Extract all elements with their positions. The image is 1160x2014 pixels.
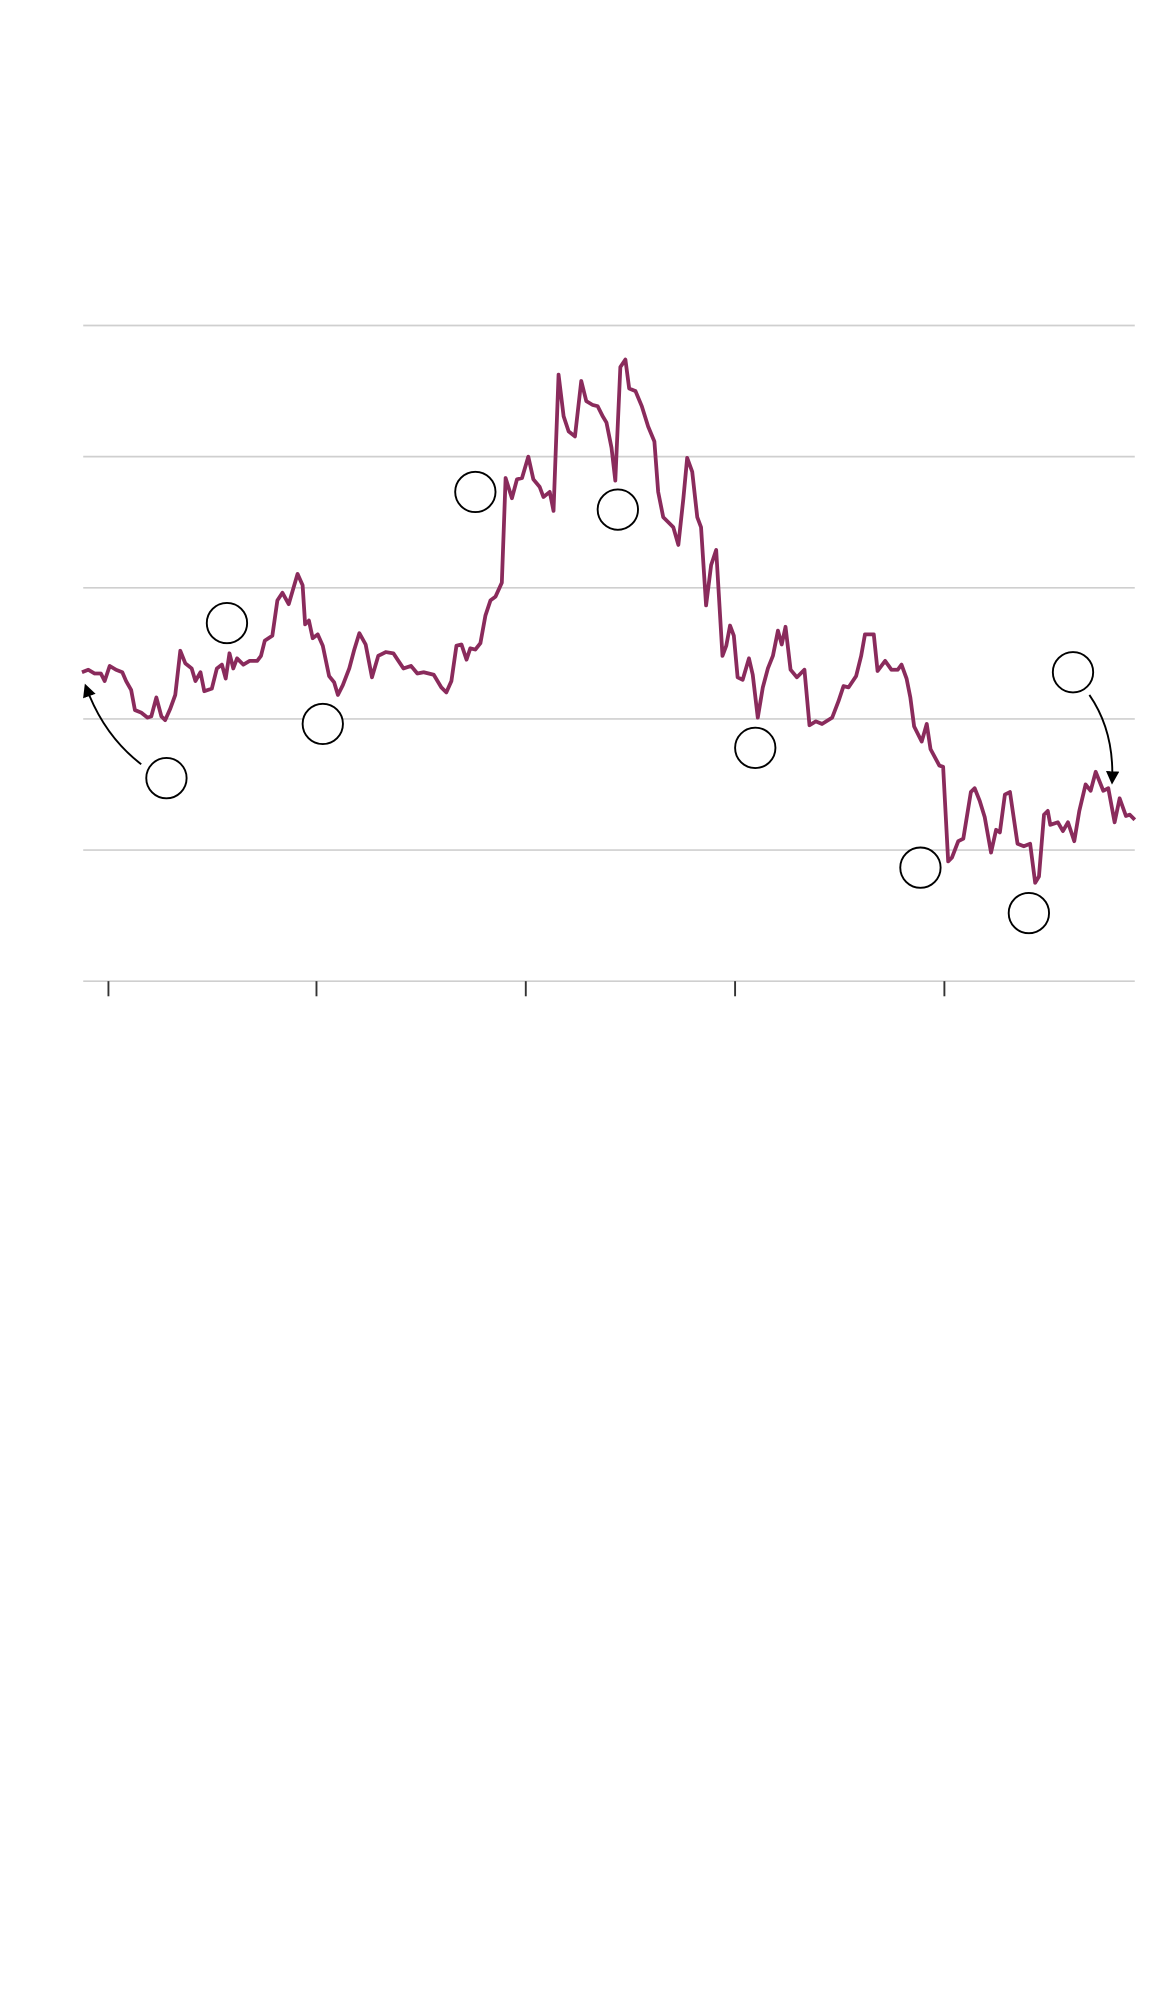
data-line	[81, 357, 1137, 885]
annotation-marker	[301, 702, 344, 746]
annotation-marker	[1007, 891, 1050, 935]
annotation-marker	[1051, 651, 1095, 694]
annotation-marker	[734, 726, 777, 770]
annotation-marker	[454, 470, 497, 514]
annotations	[83, 470, 1120, 935]
annotation-arrow	[1088, 694, 1120, 785]
annotation-marker	[145, 757, 188, 800]
annotation-marker	[205, 601, 249, 645]
annotation-marker	[596, 488, 639, 531]
annotation-marker	[899, 846, 942, 889]
series	[81, 357, 1137, 885]
annotation-arrow	[83, 683, 142, 766]
grid	[83, 324, 1135, 982]
x-axis	[107, 981, 946, 997]
